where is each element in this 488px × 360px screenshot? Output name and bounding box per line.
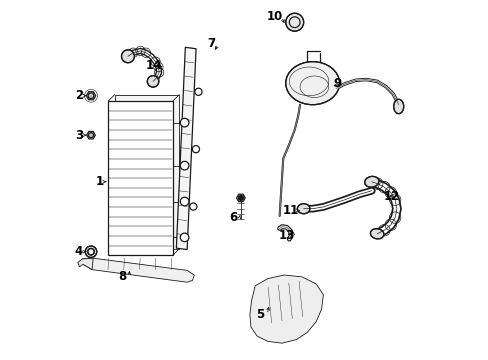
Text: 13: 13 <box>278 229 294 242</box>
Text: 5: 5 <box>256 308 264 321</box>
Circle shape <box>192 145 199 153</box>
Circle shape <box>88 248 94 255</box>
Polygon shape <box>86 131 95 139</box>
Text: 1: 1 <box>95 175 103 188</box>
Text: 9: 9 <box>332 77 341 90</box>
Circle shape <box>121 50 134 63</box>
Circle shape <box>88 133 93 138</box>
Text: 12: 12 <box>383 190 399 203</box>
Circle shape <box>195 88 202 95</box>
Polygon shape <box>86 92 96 100</box>
Circle shape <box>238 195 243 201</box>
Ellipse shape <box>297 204 309 214</box>
Text: 3: 3 <box>75 129 82 142</box>
Circle shape <box>189 203 197 210</box>
Text: 8: 8 <box>118 270 126 283</box>
Text: 2: 2 <box>75 89 82 102</box>
Circle shape <box>180 161 188 170</box>
Text: 6: 6 <box>228 211 237 224</box>
Polygon shape <box>82 258 194 282</box>
Circle shape <box>180 233 188 242</box>
Text: 14: 14 <box>145 59 162 72</box>
Ellipse shape <box>393 99 403 114</box>
Polygon shape <box>78 258 93 270</box>
Text: 7: 7 <box>207 37 215 50</box>
Circle shape <box>88 93 94 99</box>
Circle shape <box>180 118 188 127</box>
Text: 4: 4 <box>75 245 83 258</box>
Circle shape <box>147 76 159 87</box>
Text: 11: 11 <box>282 204 298 217</box>
Polygon shape <box>236 194 244 202</box>
Ellipse shape <box>364 176 378 187</box>
Polygon shape <box>249 275 323 343</box>
Circle shape <box>85 246 97 257</box>
Polygon shape <box>108 101 172 255</box>
Polygon shape <box>176 47 196 249</box>
Polygon shape <box>115 95 179 249</box>
Text: 10: 10 <box>266 10 283 23</box>
Circle shape <box>285 13 303 31</box>
Ellipse shape <box>370 229 383 239</box>
Ellipse shape <box>285 62 339 105</box>
Circle shape <box>180 197 188 206</box>
